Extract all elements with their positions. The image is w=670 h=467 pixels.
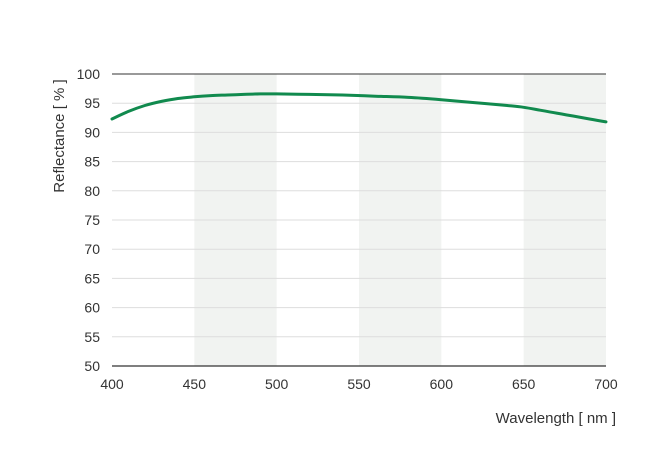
y-tick-label-70: 70 (84, 241, 100, 257)
x-tick-label-450: 450 (183, 376, 207, 392)
x-axis-label: Wavelength [ nm ] (496, 410, 616, 427)
y-tick-label-50: 50 (84, 358, 100, 374)
y-tick-label-55: 55 (84, 329, 100, 345)
y-axis-ticks: 50 55 60 65 70 75 80 85 90 95 100 (77, 66, 101, 374)
y-tick-label-90: 90 (84, 124, 100, 140)
x-tick-label-400: 400 (100, 376, 124, 392)
x-tick-label-700: 700 (594, 376, 618, 392)
x-tick-label-650: 650 (512, 376, 536, 392)
y-tick-label-95: 95 (84, 95, 100, 111)
grid-lines (112, 102, 606, 338)
y-tick-label-60: 60 (84, 300, 100, 316)
x-tick-label-600: 600 (430, 376, 454, 392)
series-line-0 (110, 92, 608, 124)
y-tick-label-80: 80 (84, 183, 100, 199)
y-axis-label: Reflectance [ % ] (51, 79, 68, 192)
x-tick-label-500: 500 (265, 376, 289, 392)
axes (112, 73, 606, 367)
y-tick-label-85: 85 (84, 154, 100, 170)
y-tick-label-65: 65 (84, 270, 100, 286)
y-tick-label-100: 100 (77, 66, 101, 82)
x-tick-label-550: 550 (347, 376, 371, 392)
y-tick-label-75: 75 (84, 212, 100, 228)
series-group (110, 92, 608, 124)
x-axis-ticks: 400 450 500 550 600 650 700 (100, 376, 618, 392)
